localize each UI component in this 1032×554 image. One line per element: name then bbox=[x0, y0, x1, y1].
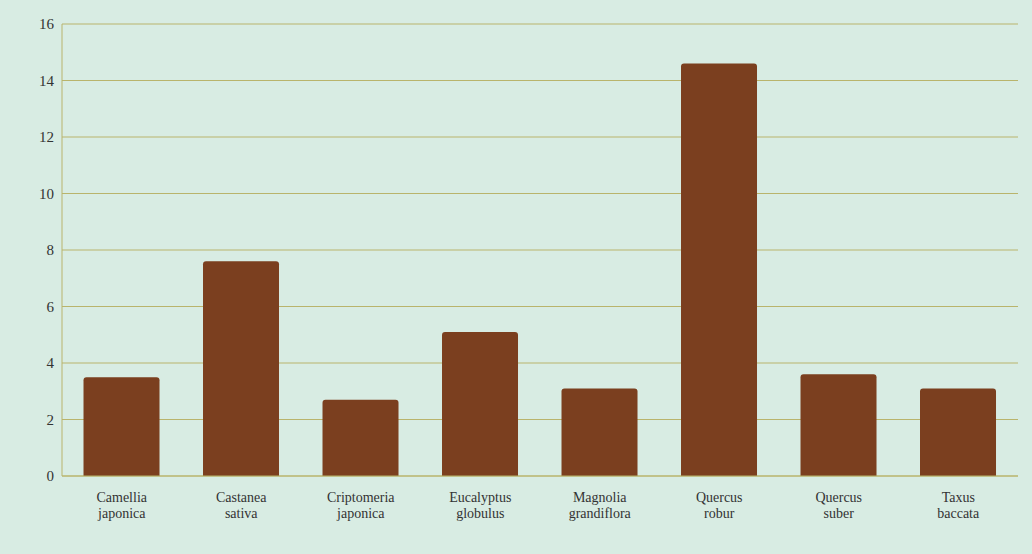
svg-text:2: 2 bbox=[47, 412, 55, 428]
svg-text:Criptomeriajaponica: Criptomeriajaponica bbox=[327, 490, 395, 521]
svg-text:12: 12 bbox=[39, 129, 54, 145]
svg-text:Quercussuber: Quercussuber bbox=[815, 490, 862, 521]
svg-text:6: 6 bbox=[47, 299, 55, 315]
svg-text:8: 8 bbox=[47, 242, 55, 258]
svg-text:Taxusbaccata: Taxusbaccata bbox=[937, 490, 980, 521]
svg-text:Quercusrobur: Quercusrobur bbox=[696, 490, 743, 521]
svg-text:0: 0 bbox=[47, 468, 55, 484]
svg-text:10: 10 bbox=[39, 186, 54, 202]
svg-text:Magnoliagrandiflora: Magnoliagrandiflora bbox=[569, 490, 632, 521]
svg-text:4: 4 bbox=[47, 355, 55, 371]
svg-text:Castaneasativa: Castaneasativa bbox=[216, 490, 267, 521]
svg-text:Camelliajaponica: Camelliajaponica bbox=[96, 490, 147, 521]
svg-text:Eucalyptusglobulus: Eucalyptusglobulus bbox=[449, 490, 511, 521]
svg-text:16: 16 bbox=[39, 16, 55, 32]
svg-text:14: 14 bbox=[39, 73, 55, 89]
